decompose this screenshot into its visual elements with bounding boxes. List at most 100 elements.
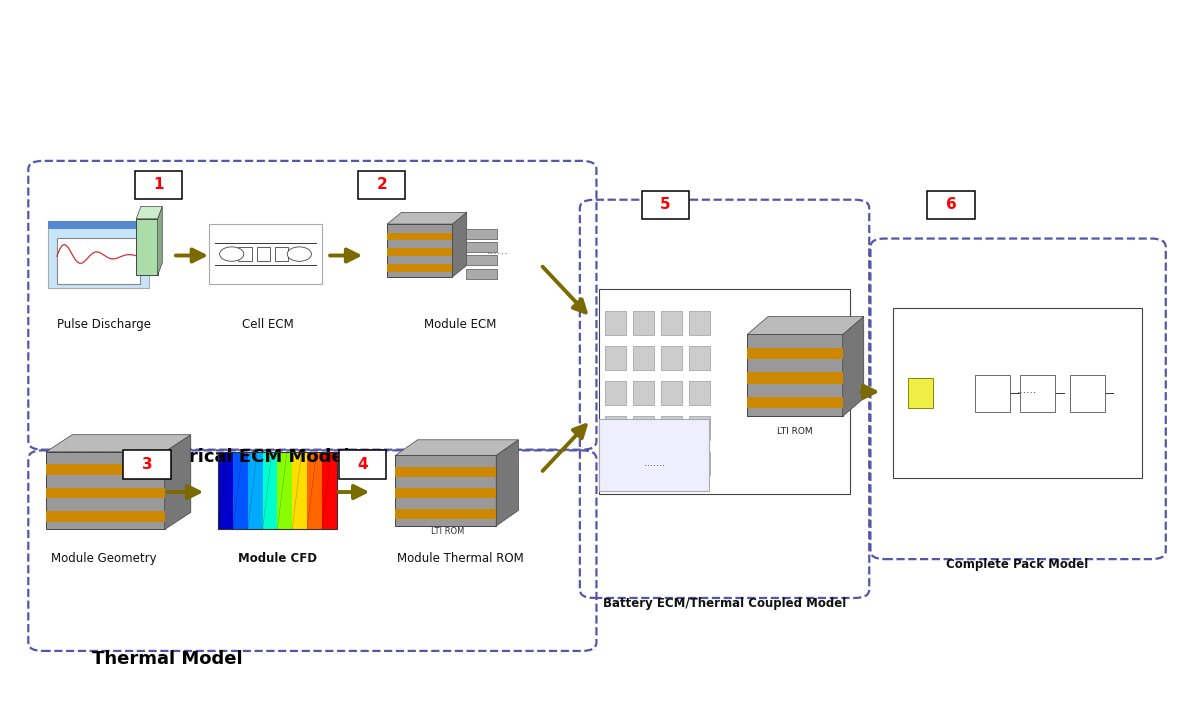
FancyBboxPatch shape: [395, 467, 497, 477]
FancyBboxPatch shape: [748, 372, 842, 384]
FancyBboxPatch shape: [388, 233, 452, 240]
Polygon shape: [388, 212, 467, 224]
FancyBboxPatch shape: [218, 451, 233, 529]
Text: Module Geometry: Module Geometry: [52, 552, 157, 565]
FancyBboxPatch shape: [748, 334, 842, 416]
FancyBboxPatch shape: [395, 509, 497, 519]
FancyBboxPatch shape: [46, 510, 164, 522]
FancyBboxPatch shape: [689, 311, 710, 335]
FancyBboxPatch shape: [642, 191, 689, 219]
Polygon shape: [137, 207, 162, 219]
Text: 4: 4: [358, 457, 368, 472]
Text: LTI ROM: LTI ROM: [778, 426, 812, 436]
FancyBboxPatch shape: [388, 224, 452, 277]
FancyBboxPatch shape: [46, 464, 164, 475]
Text: Module CFD: Module CFD: [238, 552, 317, 565]
Polygon shape: [748, 316, 864, 334]
FancyBboxPatch shape: [307, 451, 322, 529]
FancyBboxPatch shape: [48, 220, 149, 228]
FancyBboxPatch shape: [395, 455, 497, 526]
Text: .......: .......: [643, 459, 665, 469]
FancyBboxPatch shape: [137, 219, 157, 275]
FancyBboxPatch shape: [661, 451, 682, 475]
FancyBboxPatch shape: [136, 171, 182, 199]
FancyBboxPatch shape: [277, 451, 293, 529]
Text: LTI ROM: LTI ROM: [432, 526, 464, 536]
Text: Pulse Discharge: Pulse Discharge: [58, 318, 151, 330]
FancyBboxPatch shape: [239, 247, 252, 261]
FancyBboxPatch shape: [263, 451, 277, 529]
FancyBboxPatch shape: [976, 374, 1010, 412]
FancyBboxPatch shape: [689, 346, 710, 370]
Circle shape: [287, 247, 312, 261]
FancyBboxPatch shape: [257, 247, 270, 261]
FancyBboxPatch shape: [632, 311, 654, 335]
FancyBboxPatch shape: [340, 451, 386, 479]
Polygon shape: [395, 440, 518, 455]
Polygon shape: [452, 212, 467, 277]
FancyBboxPatch shape: [661, 346, 682, 370]
Polygon shape: [164, 435, 191, 529]
FancyBboxPatch shape: [605, 346, 625, 370]
Text: ......: ......: [486, 246, 509, 256]
Text: Battery ECM/Thermal Coupled Model: Battery ECM/Thermal Coupled Model: [602, 597, 846, 610]
Text: Module ECM: Module ECM: [424, 318, 497, 330]
FancyBboxPatch shape: [689, 416, 710, 440]
Text: 6: 6: [946, 197, 956, 212]
FancyBboxPatch shape: [395, 488, 497, 498]
Text: 1: 1: [154, 177, 164, 192]
FancyBboxPatch shape: [661, 311, 682, 335]
FancyBboxPatch shape: [1020, 374, 1055, 412]
FancyBboxPatch shape: [928, 191, 974, 219]
FancyBboxPatch shape: [1070, 374, 1105, 412]
FancyBboxPatch shape: [689, 451, 710, 475]
FancyBboxPatch shape: [46, 451, 164, 529]
Polygon shape: [842, 316, 864, 416]
FancyBboxPatch shape: [124, 451, 170, 479]
FancyBboxPatch shape: [466, 256, 497, 266]
FancyBboxPatch shape: [56, 238, 139, 284]
FancyBboxPatch shape: [599, 289, 851, 494]
FancyBboxPatch shape: [48, 220, 149, 287]
FancyBboxPatch shape: [209, 224, 322, 284]
Text: Thermal Model: Thermal Model: [91, 649, 242, 667]
FancyBboxPatch shape: [275, 247, 288, 261]
FancyBboxPatch shape: [908, 378, 932, 408]
FancyBboxPatch shape: [605, 382, 625, 405]
Text: 2: 2: [377, 177, 388, 192]
FancyBboxPatch shape: [632, 451, 654, 475]
FancyBboxPatch shape: [605, 416, 625, 440]
FancyBboxPatch shape: [605, 451, 625, 475]
Text: ......: ......: [1018, 384, 1038, 395]
FancyBboxPatch shape: [661, 416, 682, 440]
FancyBboxPatch shape: [247, 451, 263, 529]
FancyBboxPatch shape: [388, 264, 452, 271]
Text: Module Thermal ROM: Module Thermal ROM: [397, 552, 523, 565]
FancyBboxPatch shape: [322, 451, 337, 529]
Text: Electrical ECM Model: Electrical ECM Model: [139, 449, 349, 467]
Polygon shape: [46, 435, 191, 451]
FancyBboxPatch shape: [466, 269, 497, 279]
Text: 3: 3: [142, 457, 152, 472]
FancyBboxPatch shape: [466, 242, 497, 252]
Text: 5: 5: [660, 197, 671, 212]
FancyBboxPatch shape: [599, 419, 709, 490]
FancyBboxPatch shape: [689, 382, 710, 405]
FancyBboxPatch shape: [466, 228, 497, 238]
FancyBboxPatch shape: [233, 451, 247, 529]
FancyBboxPatch shape: [632, 346, 654, 370]
FancyBboxPatch shape: [748, 348, 842, 359]
FancyBboxPatch shape: [388, 248, 452, 256]
Circle shape: [220, 247, 244, 261]
FancyBboxPatch shape: [632, 382, 654, 405]
Polygon shape: [497, 440, 518, 526]
FancyBboxPatch shape: [358, 171, 406, 199]
Polygon shape: [157, 207, 162, 275]
FancyBboxPatch shape: [605, 311, 625, 335]
Text: Cell ECM: Cell ECM: [242, 318, 294, 330]
FancyBboxPatch shape: [748, 397, 842, 408]
FancyBboxPatch shape: [661, 382, 682, 405]
FancyBboxPatch shape: [46, 487, 164, 498]
Text: Complete Pack Model: Complete Pack Model: [947, 558, 1088, 571]
FancyBboxPatch shape: [632, 416, 654, 440]
